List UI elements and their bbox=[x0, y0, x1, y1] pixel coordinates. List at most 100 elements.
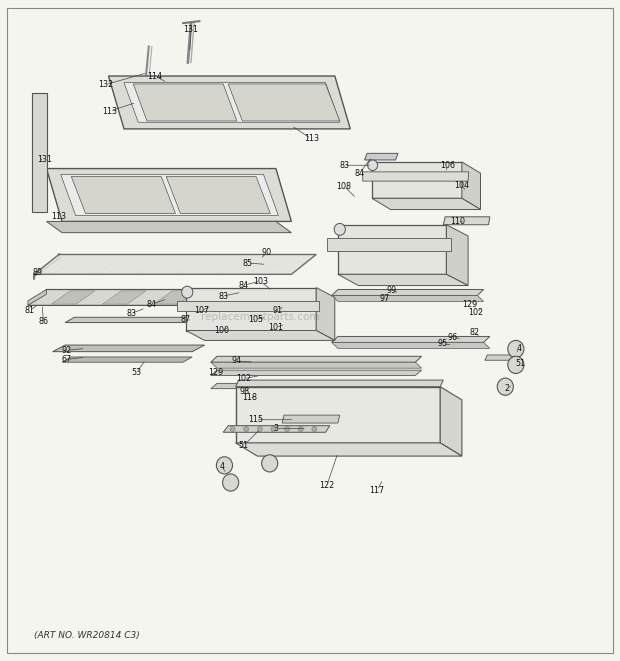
Polygon shape bbox=[338, 274, 468, 286]
Polygon shape bbox=[332, 336, 490, 342]
Text: (ART NO. WR20814 C3): (ART NO. WR20814 C3) bbox=[34, 631, 140, 641]
Polygon shape bbox=[365, 153, 398, 160]
Circle shape bbox=[257, 426, 262, 432]
Polygon shape bbox=[372, 198, 480, 210]
Text: 101: 101 bbox=[268, 323, 283, 332]
Text: 90: 90 bbox=[262, 248, 272, 257]
Polygon shape bbox=[332, 290, 484, 295]
Text: 4: 4 bbox=[219, 461, 224, 471]
Polygon shape bbox=[440, 387, 462, 456]
Polygon shape bbox=[51, 291, 95, 304]
Text: 92: 92 bbox=[62, 346, 72, 355]
Polygon shape bbox=[186, 330, 335, 340]
Text: 3: 3 bbox=[273, 424, 278, 433]
Text: 105: 105 bbox=[248, 315, 263, 324]
Text: 102: 102 bbox=[469, 308, 484, 317]
Polygon shape bbox=[166, 176, 270, 214]
Text: 104: 104 bbox=[454, 180, 469, 190]
Text: 53: 53 bbox=[131, 368, 141, 377]
Text: 122: 122 bbox=[319, 481, 334, 490]
Text: 99: 99 bbox=[387, 286, 397, 295]
Text: 89: 89 bbox=[32, 268, 42, 277]
Circle shape bbox=[508, 340, 524, 358]
Polygon shape bbox=[485, 355, 516, 360]
Polygon shape bbox=[102, 291, 146, 304]
Text: 110: 110 bbox=[450, 217, 465, 226]
Polygon shape bbox=[177, 301, 319, 311]
Text: 51: 51 bbox=[239, 441, 249, 450]
Text: replacementparts.com: replacementparts.com bbox=[201, 312, 320, 323]
Text: 85: 85 bbox=[243, 258, 253, 268]
Polygon shape bbox=[327, 238, 451, 251]
Polygon shape bbox=[32, 93, 46, 212]
Text: 87: 87 bbox=[181, 315, 191, 325]
Text: 83: 83 bbox=[218, 292, 228, 301]
Polygon shape bbox=[65, 317, 251, 323]
Circle shape bbox=[334, 223, 345, 235]
Polygon shape bbox=[71, 176, 175, 214]
Polygon shape bbox=[61, 175, 278, 215]
Text: 102: 102 bbox=[236, 374, 251, 383]
Text: 103: 103 bbox=[253, 277, 268, 286]
Text: 131: 131 bbox=[37, 155, 52, 165]
Text: 84: 84 bbox=[355, 169, 365, 178]
Text: 82: 82 bbox=[469, 328, 479, 337]
Text: 96: 96 bbox=[448, 332, 458, 342]
Text: 117: 117 bbox=[370, 486, 384, 495]
Polygon shape bbox=[282, 415, 340, 423]
Text: 91: 91 bbox=[273, 306, 283, 315]
Polygon shape bbox=[236, 380, 443, 387]
Polygon shape bbox=[236, 387, 440, 443]
Text: 106: 106 bbox=[440, 161, 455, 170]
Polygon shape bbox=[108, 76, 350, 129]
Circle shape bbox=[230, 426, 235, 432]
Polygon shape bbox=[46, 169, 291, 221]
Text: 113: 113 bbox=[51, 212, 66, 221]
Polygon shape bbox=[211, 356, 422, 362]
Polygon shape bbox=[363, 172, 469, 181]
Circle shape bbox=[312, 426, 317, 432]
Text: 113: 113 bbox=[102, 106, 117, 116]
Text: 97: 97 bbox=[379, 294, 389, 303]
Text: 84: 84 bbox=[238, 281, 248, 290]
Text: 107: 107 bbox=[194, 306, 209, 315]
Polygon shape bbox=[34, 254, 316, 274]
Text: 4: 4 bbox=[517, 344, 522, 353]
Polygon shape bbox=[316, 288, 335, 340]
Polygon shape bbox=[228, 84, 340, 121]
Text: 100: 100 bbox=[215, 326, 229, 335]
Polygon shape bbox=[186, 288, 316, 330]
Text: 108: 108 bbox=[337, 182, 352, 191]
Circle shape bbox=[298, 426, 303, 432]
Polygon shape bbox=[211, 370, 422, 375]
Circle shape bbox=[285, 426, 290, 432]
Text: 2: 2 bbox=[504, 383, 509, 393]
Circle shape bbox=[182, 286, 193, 298]
Polygon shape bbox=[53, 345, 205, 352]
Polygon shape bbox=[332, 342, 490, 348]
Polygon shape bbox=[223, 426, 330, 432]
Text: 114: 114 bbox=[148, 71, 162, 81]
Text: 131: 131 bbox=[184, 25, 198, 34]
Polygon shape bbox=[443, 217, 490, 225]
Circle shape bbox=[262, 455, 278, 472]
Polygon shape bbox=[446, 225, 468, 286]
Text: 98: 98 bbox=[240, 387, 250, 396]
Polygon shape bbox=[211, 383, 422, 389]
Text: 51: 51 bbox=[516, 359, 526, 368]
Polygon shape bbox=[62, 357, 192, 362]
Circle shape bbox=[223, 474, 239, 491]
Text: 113: 113 bbox=[304, 134, 319, 143]
Text: 95: 95 bbox=[438, 339, 448, 348]
Polygon shape bbox=[236, 443, 462, 456]
Circle shape bbox=[244, 426, 249, 432]
Polygon shape bbox=[133, 84, 237, 121]
Text: 132: 132 bbox=[98, 80, 113, 89]
Polygon shape bbox=[154, 291, 197, 304]
Text: 129: 129 bbox=[208, 368, 223, 377]
Circle shape bbox=[271, 426, 276, 432]
Text: 81: 81 bbox=[25, 306, 35, 315]
Polygon shape bbox=[28, 290, 260, 305]
Polygon shape bbox=[28, 290, 46, 305]
Circle shape bbox=[508, 356, 524, 373]
